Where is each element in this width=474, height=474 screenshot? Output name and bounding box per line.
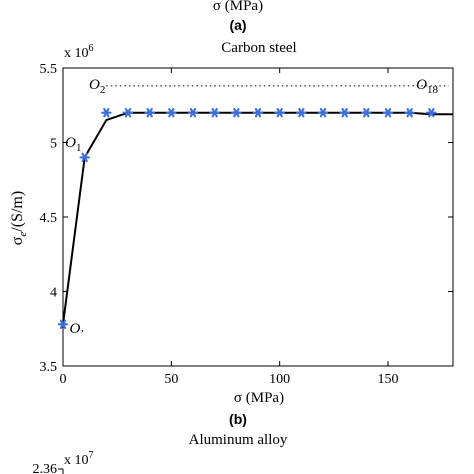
data-point-marker [79,152,90,163]
y-axis-label-unit: /(S/m) [9,191,26,232]
point-label-subscript: ’ [80,328,84,340]
y-axis-label-symbol: σ [9,236,26,245]
top-xlabel: σ (MPa) [213,0,263,14]
point-label-symbol: O [89,77,100,93]
y-axis-label-subscript: e [17,232,29,237]
data-point-marker [382,108,394,118]
data-point-marker [317,108,329,118]
x-tick-label: 50 [164,372,178,387]
point-label-subscript: 2 [100,84,106,96]
data-point-marker [296,108,307,118]
point-label: O2 [89,77,105,96]
point-label: O18 [416,77,438,96]
point-label-symbol: O [416,77,427,93]
data-point-marker [339,108,350,118]
panel-caption: (b) [229,411,247,427]
chart-title: Carbon steel [221,40,296,56]
next-panel-exponent-base: x 10 [64,453,89,468]
data-point-marker [144,108,155,118]
point-label: O1 [65,135,81,154]
point-label-subscript: 18 [427,84,439,96]
next-panel-first-tick: 2.36 [33,462,58,474]
y-axis-label: σe/(S/m) [9,191,29,245]
series-line [62,111,453,325]
data-point-marker [209,108,220,118]
next-panel-title: Aluminum alloy [189,432,288,448]
series-markers [57,108,437,329]
y-tick-label: 3.5 [40,360,58,375]
data-point-marker [101,108,112,118]
data-point-marker [404,108,415,118]
data-point-marker [274,108,285,118]
y-tick-label: 5.5 [40,62,58,77]
point-label-symbol: O [65,135,76,151]
top-caption: (a) [229,17,246,33]
y-exponent-power: 6 [89,43,94,54]
data-point-marker [361,108,372,118]
y-tick-label: 5 [50,137,57,152]
data-point-marker [166,108,177,118]
data-point-marker [231,108,242,118]
x-tick-label: 100 [269,372,290,387]
x-tick-label: 0 [60,372,67,387]
data-point-marker [252,108,264,118]
series-lines [62,111,453,325]
next-panel-exponent: x 107 [64,450,94,468]
x-axis-label: σ (MPa) [234,390,284,406]
next-panel-exponent-power: 7 [89,450,94,461]
y-ticks: 3.5 4 4.5 5 5.5 [40,62,453,375]
y-exponent: x 106 [64,43,94,61]
y-tick-label: 4.5 [40,211,58,226]
y-exponent-base: x 10 [64,46,89,61]
data-point-marker [187,108,199,118]
y-tick-label: 4 [50,286,57,301]
x-tick-label: 150 [378,372,399,387]
data-point-marker [426,108,437,118]
point-label-subscript: 1 [76,142,82,154]
point-label: O’ [70,321,85,340]
x-ticks: 0 50 100 150 [60,68,399,387]
point-label-symbol: O [70,321,81,337]
data-point-marker [57,319,69,329]
data-point-marker [122,108,134,118]
